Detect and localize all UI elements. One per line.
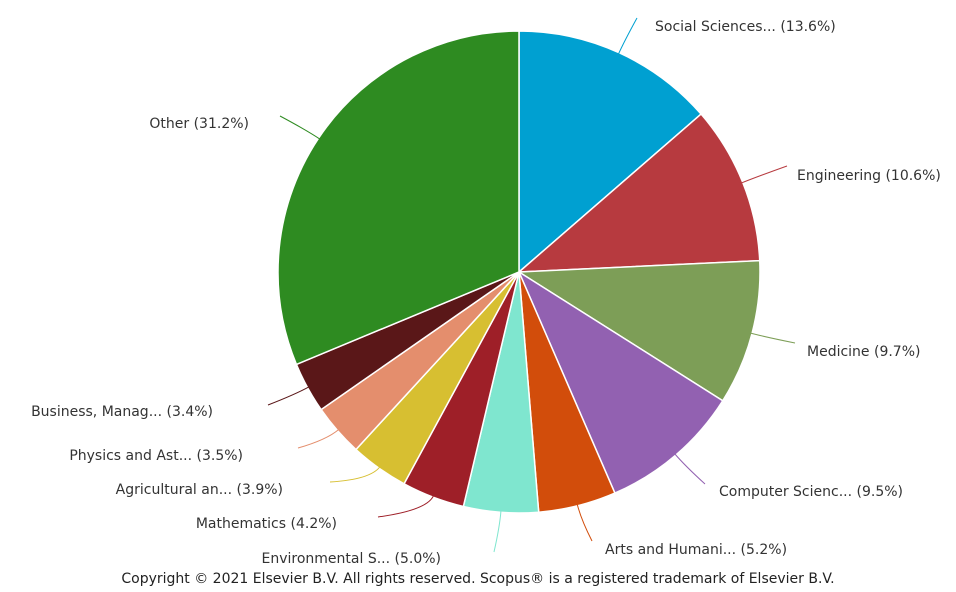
label-connector xyxy=(576,503,593,542)
copyright-notice: Copyright © 2021 Elsevier B.V. All right… xyxy=(121,571,835,587)
slice-label: Social Sciences... (13.6%) xyxy=(655,19,836,35)
slice-label: Agricultural an... (3.9%) xyxy=(116,482,283,498)
label-connector xyxy=(740,165,788,184)
label-connector xyxy=(279,115,321,140)
label-connector xyxy=(493,510,502,553)
slice-label: Other (31.2%) xyxy=(149,116,249,132)
slice-label: Environmental S... (5.0%) xyxy=(262,551,442,567)
slice-label: Computer Scienc... (9.5%) xyxy=(719,484,903,500)
slice-label: Arts and Humani... (5.2%) xyxy=(605,542,787,558)
slice-label: Medicine (9.7%) xyxy=(807,344,920,360)
slice-label: Business, Manag... (3.4%) xyxy=(31,404,213,420)
label-connector xyxy=(674,453,706,485)
label-connector xyxy=(617,17,638,55)
label-connector xyxy=(267,386,310,406)
slice-label: Physics and Ast... (3.5%) xyxy=(69,448,243,464)
label-connector xyxy=(377,494,435,518)
label-connector xyxy=(329,466,381,483)
label-connector xyxy=(297,428,340,449)
label-connector xyxy=(749,332,796,344)
slice-label: Mathematics (4.2%) xyxy=(196,516,337,532)
slice-label: Engineering (10.6%) xyxy=(797,168,941,184)
